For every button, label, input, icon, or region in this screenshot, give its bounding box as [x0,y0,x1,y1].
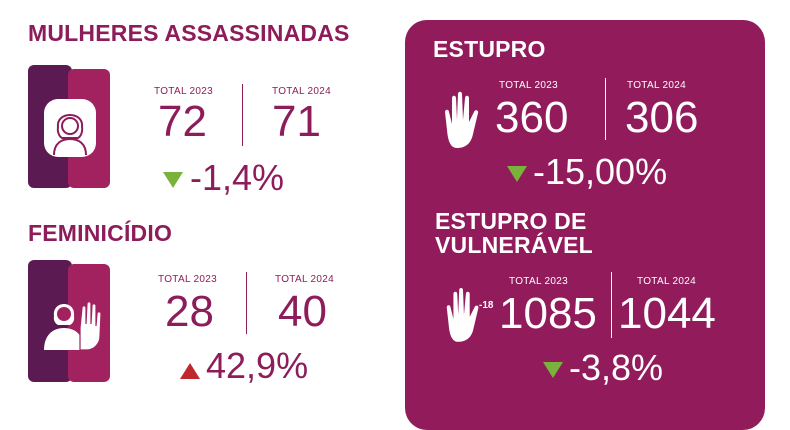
mulheres-label-2024: TOTAL 2024 [272,86,331,97]
estupro-change: -15,00% [533,151,668,192]
estupro-value-2024: 306 [625,93,699,142]
feminicidio-icon-block [28,260,110,382]
vulneravel-change: -3,8% [569,347,664,388]
estupro-label-2023: TOTAL 2023 [499,80,558,91]
mulheres-label-2023: TOTAL 2023 [154,86,213,97]
mulheres-value-2023: 72 [158,97,207,146]
woman-stop-hand-icon [44,301,102,351]
estupro-divider [605,78,606,140]
vulneravel-value-2024: 1044 [618,289,716,338]
down-arrow-icon [163,172,183,188]
vulneravel-title-line1: ESTUPRO DE [435,208,587,234]
vulneravel-label-2023: TOTAL 2023 [509,276,568,287]
feminicidio-value-2024: 40 [278,287,327,336]
age-badge: -18 [479,300,494,311]
feminicidio-divider [246,272,247,334]
estupro-panel: ESTUPRO TOTAL 2023 360 TOTAL 2024 306 -1… [405,20,765,430]
mulheres-change: -1,4% [190,157,285,198]
vulneravel-title-line2: VULNERÁVEL [435,232,593,258]
estupro-title: ESTUPRO [433,36,546,62]
woman-icon [44,99,96,157]
estupro-value-2023: 360 [495,93,569,142]
down-arrow-icon [507,166,527,182]
vulneravel-divider [611,272,612,338]
up-arrow-icon [180,363,200,379]
hand-under-18-icon [446,287,479,342]
mulheres-title: MULHERES ASSASSINADAS [28,20,350,46]
mulheres-value-2024: 71 [272,97,321,146]
feminicidio-title: FEMINICÍDIO [28,220,173,246]
mulheres-divider [242,84,243,146]
feminicidio-change: 42,9% [206,345,309,386]
vulneravel-value-2023: 1085 [499,289,597,338]
vulneravel-label-2024: TOTAL 2024 [637,276,696,287]
down-arrow-icon [543,362,563,378]
mulheres-icon-block [28,65,110,188]
hand-icon [445,91,479,148]
feminicidio-label-2023: TOTAL 2023 [158,274,217,285]
feminicidio-value-2023: 28 [165,287,214,336]
feminicidio-label-2024: TOTAL 2024 [275,274,334,285]
estupro-label-2024: TOTAL 2024 [627,80,686,91]
